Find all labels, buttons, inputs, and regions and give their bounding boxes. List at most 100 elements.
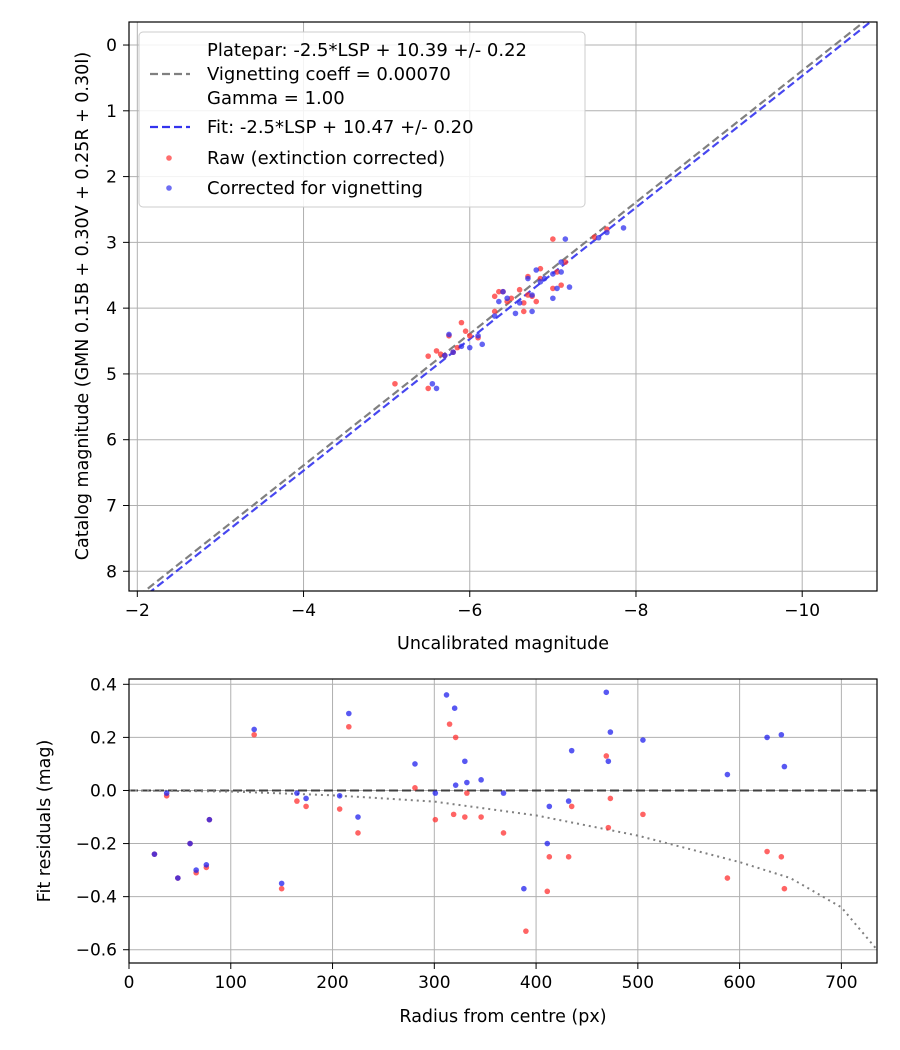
top-raw-point — [554, 269, 560, 275]
top-corrected-point — [558, 269, 564, 275]
bottom-corrected-point — [781, 763, 788, 770]
top-corrected-point — [533, 267, 540, 273]
bottom-raw-point — [781, 885, 788, 892]
bottom-raw-point — [568, 803, 575, 810]
top-corrected-point — [433, 385, 440, 392]
bottom-raw-point — [565, 854, 572, 860]
top-fit-lines — [143, 22, 873, 591]
top-corrected-point — [496, 298, 502, 305]
bottom-raw-point — [432, 816, 439, 823]
top-corrected-point — [504, 295, 510, 302]
top-x-tick-label: −4 — [291, 601, 316, 621]
top-corrected-point — [429, 380, 436, 387]
bottom-corrected-point — [462, 758, 468, 765]
bottom-raw-point — [452, 734, 459, 741]
bottom-corrected-point — [412, 761, 418, 767]
bottom-corrected-point — [500, 790, 507, 796]
bottom-grid — [128, 679, 877, 963]
bottom-corrected-point — [521, 885, 527, 892]
bottom-y-tick-label: −0.2 — [76, 835, 117, 855]
vignetting-curve — [129, 789, 877, 951]
bottom-raw-point — [412, 785, 418, 791]
top-y-tick-label: 8 — [106, 562, 117, 582]
bottom-corrected-point — [565, 798, 572, 804]
top-raw-point — [562, 259, 569, 265]
top-corrected-point — [562, 236, 569, 242]
top-corrected-point — [442, 352, 448, 359]
bottom-raw-point — [278, 885, 285, 892]
top-corrected-point — [458, 343, 465, 350]
bottom-corrected-point — [640, 737, 646, 743]
bottom-x-tick-label: 500 — [622, 973, 654, 993]
top-corrected-point — [541, 275, 548, 282]
top-corrected-point — [550, 295, 556, 302]
top-corrected-point — [537, 279, 544, 285]
top-raw-point — [425, 353, 432, 359]
bottom-corrected-point — [451, 705, 458, 711]
top-y-tick-label: 4 — [106, 299, 117, 319]
top-y-tick-label: 5 — [106, 365, 117, 385]
top-raw-point — [491, 293, 498, 300]
bottom-axis-ticks: 0 100 200 300 400 500 600 700 0.4 0.2 0.0 −0.2 −0.4 −… — [76, 675, 858, 993]
top-corrected-point — [466, 344, 473, 351]
top-raw-point — [591, 234, 598, 240]
top-raw-point — [558, 282, 564, 288]
top-x-tick-label: −2 — [125, 601, 150, 621]
bottom-raw-point — [546, 854, 553, 860]
bottom-corrected-point — [724, 771, 731, 778]
top-raw-point — [550, 285, 556, 292]
residuals-plot: 0 100 200 300 400 500 600 700 0.4 0.2 0.0 −0.2 −0.4 −… — [35, 675, 878, 1027]
top-x-axis-label: Uncalibrated magnitude — [397, 634, 609, 654]
platepar-line — [143, 22, 866, 591]
bottom-raw-point — [464, 790, 470, 796]
bottom-y-axis-label: Fit residuals (mag) — [35, 740, 55, 903]
top-scatter-points — [392, 225, 627, 392]
top-raw-point — [516, 286, 523, 293]
bottom-y-tick-label: −0.4 — [76, 888, 117, 908]
top-corrected-point — [529, 308, 535, 315]
bottom-raw-point — [336, 806, 343, 812]
bottom-raw-point — [294, 798, 300, 804]
bottom-raw-point — [544, 888, 551, 895]
legend-corrected-marker — [166, 185, 172, 191]
top-raw-point — [491, 308, 498, 315]
top-raw-point — [520, 308, 527, 315]
bottom-x-tick-label: 200 — [316, 973, 348, 993]
bottom-corrected-point — [346, 710, 352, 717]
top-x-tick-label: −8 — [623, 601, 648, 621]
bottom-corrected-point — [443, 692, 450, 698]
top-x-tick-label: −6 — [457, 601, 482, 621]
bottom-x-tick-label: 700 — [825, 973, 857, 993]
top-raw-point — [533, 298, 540, 305]
bottom-raw-point — [346, 723, 352, 730]
top-corrected-point — [595, 234, 602, 241]
bottom-raw-point — [303, 803, 309, 810]
bottom-raw-point — [450, 811, 457, 818]
bottom-raw-point — [607, 795, 614, 802]
top-y-tick-label: 6 — [106, 431, 117, 451]
bottom-corrected-point — [607, 729, 614, 735]
top-corrected-point — [479, 341, 486, 348]
bottom-reference-lines — [129, 789, 877, 951]
top-corrected-point — [512, 310, 519, 317]
bottom-corrected-point — [278, 880, 285, 887]
bottom-x-tick-label: 0 — [124, 973, 135, 993]
legend-raw-marker — [166, 155, 172, 161]
bottom-corrected-point — [568, 747, 575, 754]
top-y-axis-label: Catalog magnitude (GMN 0.15B + 0.30V + 0… — [73, 52, 93, 560]
bottom-corrected-point — [544, 840, 551, 847]
top-raw-point — [392, 380, 398, 387]
top-y-tick-label: 2 — [106, 168, 117, 188]
bottom-corrected-point — [605, 758, 612, 765]
legend-vignetting-text: Vignetting coeff = 0.00070 — [207, 64, 451, 85]
top-corrected-point — [566, 284, 573, 290]
top-corrected-point — [529, 292, 535, 298]
bottom-corrected-point — [478, 777, 484, 783]
bottom-corrected-point — [203, 861, 210, 868]
bottom-corrected-point — [206, 816, 213, 823]
legend: Platepar: -2.5*LSP + 10.39 +/- 0.22 Vign… — [138, 31, 586, 208]
top-corrected-point — [550, 271, 556, 277]
legend-box — [138, 31, 586, 208]
bottom-corrected-point — [294, 790, 300, 796]
